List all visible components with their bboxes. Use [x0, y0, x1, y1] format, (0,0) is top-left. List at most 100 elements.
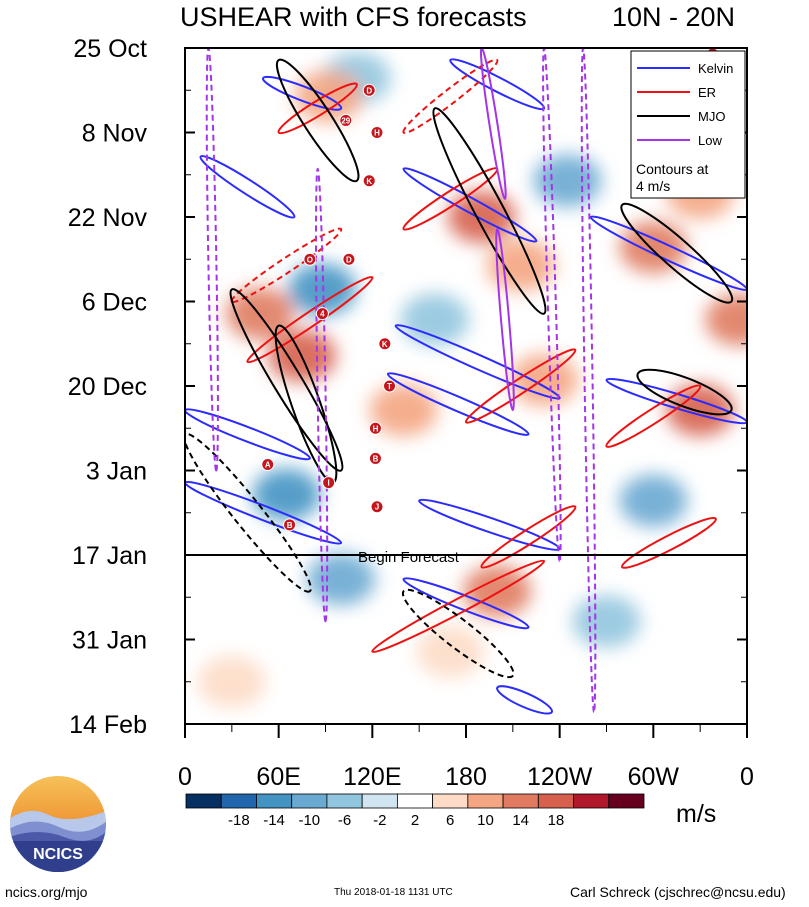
- colorbar-swatch: [432, 793, 469, 809]
- contour-kelvin: [402, 577, 530, 630]
- legend-box: [630, 50, 746, 199]
- contour-mjo: [432, 107, 547, 315]
- contour-low: [479, 48, 507, 200]
- colorbar-swatch: [256, 793, 293, 809]
- colorbar-unit: m/s: [676, 800, 716, 828]
- contour-kelvin: [402, 167, 538, 243]
- colorbar-label: -2: [373, 812, 386, 829]
- storm-marker: D: [342, 252, 356, 266]
- storm-marker: 4: [315, 307, 329, 321]
- storm-marker-circle: [322, 476, 336, 490]
- storm-marker-circle: [315, 307, 329, 321]
- logo-text: NCICS: [33, 846, 83, 863]
- contour-mjo: [275, 58, 360, 183]
- storm-marker: 29: [339, 113, 353, 127]
- colorbar-label: 14: [512, 812, 529, 829]
- colorbar-swatch: [608, 793, 645, 809]
- storm-marker: T: [383, 379, 397, 393]
- storm-marker-label: D: [346, 255, 352, 264]
- storm-marker-circle: [383, 379, 397, 393]
- storm-marker: O: [303, 252, 317, 266]
- y-axis: 25 Oct 8 Nov 22 Nov 6 Dec 20 Dec 3 Jan 17 Jan 3…: [68, 35, 747, 739]
- storm-marker-label: J: [375, 503, 379, 512]
- storm-marker-circle: [261, 457, 275, 471]
- anomaly-blob: [486, 239, 555, 292]
- colorbar-swatch: [502, 793, 539, 809]
- storm-marker: I: [322, 476, 336, 490]
- storm-marker: A: [261, 457, 275, 471]
- contour-kelvin: [185, 480, 343, 545]
- storm-marker-circle: [370, 126, 384, 139]
- storm-marker: H: [368, 421, 382, 435]
- anomaly-blob: [619, 221, 688, 274]
- colorbar-label: 18: [548, 812, 565, 829]
- y-tick-label: 6 Dec: [82, 289, 147, 317]
- storm-marker-circle: [362, 83, 376, 97]
- contour-mjo: [636, 368, 733, 416]
- colorbar-swatch: [220, 793, 257, 809]
- legend: Kelvin ER MJO Low Contours at 4 m/s: [630, 50, 746, 199]
- contour-er: [480, 505, 577, 569]
- storm-marker-circle: [303, 252, 317, 266]
- colorbar-swatch: [326, 793, 363, 809]
- storm-marker-label: K: [366, 177, 372, 186]
- x-tick-label: 120W: [527, 763, 593, 791]
- footer-timestamp: Thu 2018-01-18 1131 UTC: [334, 887, 453, 898]
- y-tick-label: 8 Nov: [82, 120, 148, 148]
- storm-marker: B: [368, 451, 382, 465]
- colorbar-swatch: [467, 793, 504, 809]
- storm-marker: J: [370, 500, 384, 514]
- legend-note-line-1: Contours at: [636, 161, 708, 177]
- colorbar-swatch: [573, 793, 610, 809]
- contour-er: [621, 516, 717, 569]
- colorbar-label: -10: [298, 812, 320, 829]
- storm-marker-label: 29: [341, 116, 350, 125]
- x-tick-label: 0: [740, 763, 754, 791]
- x-axis: 0 60E 120E 180 120W 60W 0: [178, 724, 754, 791]
- contour-kelvin: [394, 324, 561, 400]
- colorbar-label: -6: [338, 812, 351, 829]
- y-tick-label: 3 Jan: [86, 458, 147, 486]
- anomaly-blob: [619, 474, 688, 527]
- storm-marker-circle: [342, 252, 356, 266]
- contour-er: [246, 275, 374, 364]
- contour-kelvin: [261, 75, 343, 111]
- storm-marker-circle: [368, 421, 382, 435]
- contour-mjo: [401, 588, 515, 679]
- colorbar-swatch: [537, 793, 574, 809]
- anomaly-blob: [666, 384, 735, 437]
- storm-marker-label: H: [373, 424, 379, 433]
- storm-marker-circle: [362, 174, 376, 188]
- colorbar-label: 6: [446, 812, 454, 829]
- storm-marker: D: [362, 83, 376, 97]
- colorbar-label: 2: [411, 812, 419, 829]
- colorbar-swatch: [185, 793, 222, 809]
- colorbar: -18 -14 -10 -6 -2 2 6 10 14 18: [185, 793, 645, 829]
- anomaly-blob: [416, 625, 485, 678]
- contour-low: [542, 48, 562, 563]
- anomaly-blob: [463, 565, 532, 618]
- contour-low: [495, 228, 515, 412]
- footer-url: ncics.org/mjo: [5, 884, 88, 900]
- y-tick-label: 14 Feb: [69, 711, 147, 739]
- colorbar-label: 10: [477, 812, 494, 829]
- storm-marker-label: B: [373, 454, 379, 463]
- y-tick-label: 22 Nov: [68, 204, 148, 232]
- contour-mjo: [229, 288, 344, 472]
- x-tick-label: 120E: [343, 763, 401, 791]
- x-tick-label: 60W: [628, 763, 680, 791]
- legend-note-line-2: 4 m/s: [636, 178, 670, 194]
- anomaly-blob: [307, 553, 376, 606]
- contour-kelvin: [496, 685, 554, 715]
- anomaly-blob: [572, 595, 641, 648]
- storm-marker-label: D: [366, 86, 372, 95]
- y-tick-label: 25 Oct: [73, 35, 147, 63]
- y-tick-label: 31 Jan: [72, 627, 147, 655]
- storm-marker: H: [370, 126, 384, 139]
- anomaly-blob: [197, 655, 266, 708]
- anomaly-blob: [369, 384, 438, 437]
- storm-marker-label: H: [374, 129, 380, 138]
- contour-kelvin: [386, 372, 530, 436]
- contour-er: [605, 384, 702, 448]
